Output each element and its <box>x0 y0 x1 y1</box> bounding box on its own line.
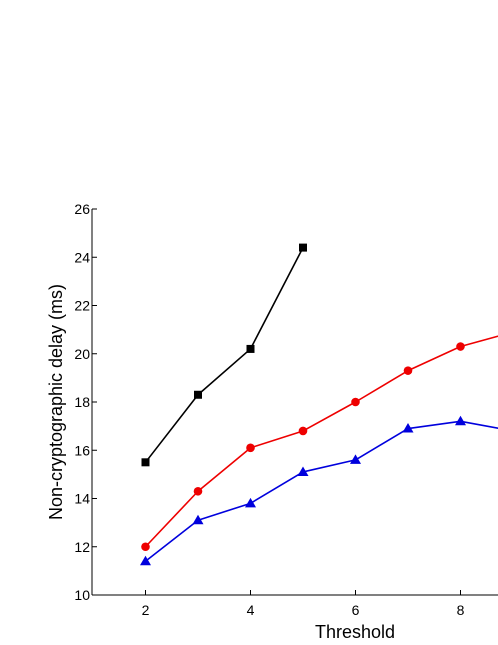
series-1-point <box>298 426 308 436</box>
series-0-point <box>299 243 307 252</box>
series-line-1 <box>144 335 498 548</box>
series-line-2 <box>145 420 498 562</box>
x-tick-label: 2 <box>142 602 150 618</box>
y-tick-label: 18 <box>74 394 90 410</box>
series-2-point <box>402 423 414 433</box>
series-1-point <box>456 342 465 351</box>
x-tick-label: 6 <box>352 602 360 618</box>
series-0-point <box>194 390 202 399</box>
y-tick-label: 22 <box>74 298 90 314</box>
series-2-point <box>297 466 309 476</box>
series-1-point <box>141 542 150 552</box>
series-1-point <box>403 366 413 375</box>
y-tick-label: 14 <box>74 491 90 507</box>
y-tick-label: 10 <box>74 587 90 603</box>
series-0-point <box>141 458 150 467</box>
y-axis-title: Non-cryptographic delay (ms) <box>46 284 66 520</box>
y-tick-label: 24 <box>74 249 90 265</box>
series-2-point <box>192 514 204 525</box>
series-2-point <box>140 555 151 566</box>
y-tick-label: 20 <box>74 346 90 362</box>
series-2-point <box>245 497 256 508</box>
series-2-point <box>350 454 361 464</box>
x-tick-label: 8 <box>457 602 465 618</box>
x-tick-label: 4 <box>247 602 255 618</box>
y-tick-label: 26 <box>74 201 90 217</box>
series-layer <box>140 243 498 566</box>
y-tick-label: 16 <box>74 442 90 458</box>
x-axis-title: Threshold <box>315 622 395 642</box>
series-1-point <box>193 486 203 496</box>
series-line-0 <box>144 247 304 463</box>
series-0-point <box>246 344 255 353</box>
series-2-point <box>455 415 466 426</box>
series-1-point <box>246 443 255 453</box>
y-tick-label: 12 <box>74 539 90 555</box>
series-1-point <box>351 397 360 407</box>
